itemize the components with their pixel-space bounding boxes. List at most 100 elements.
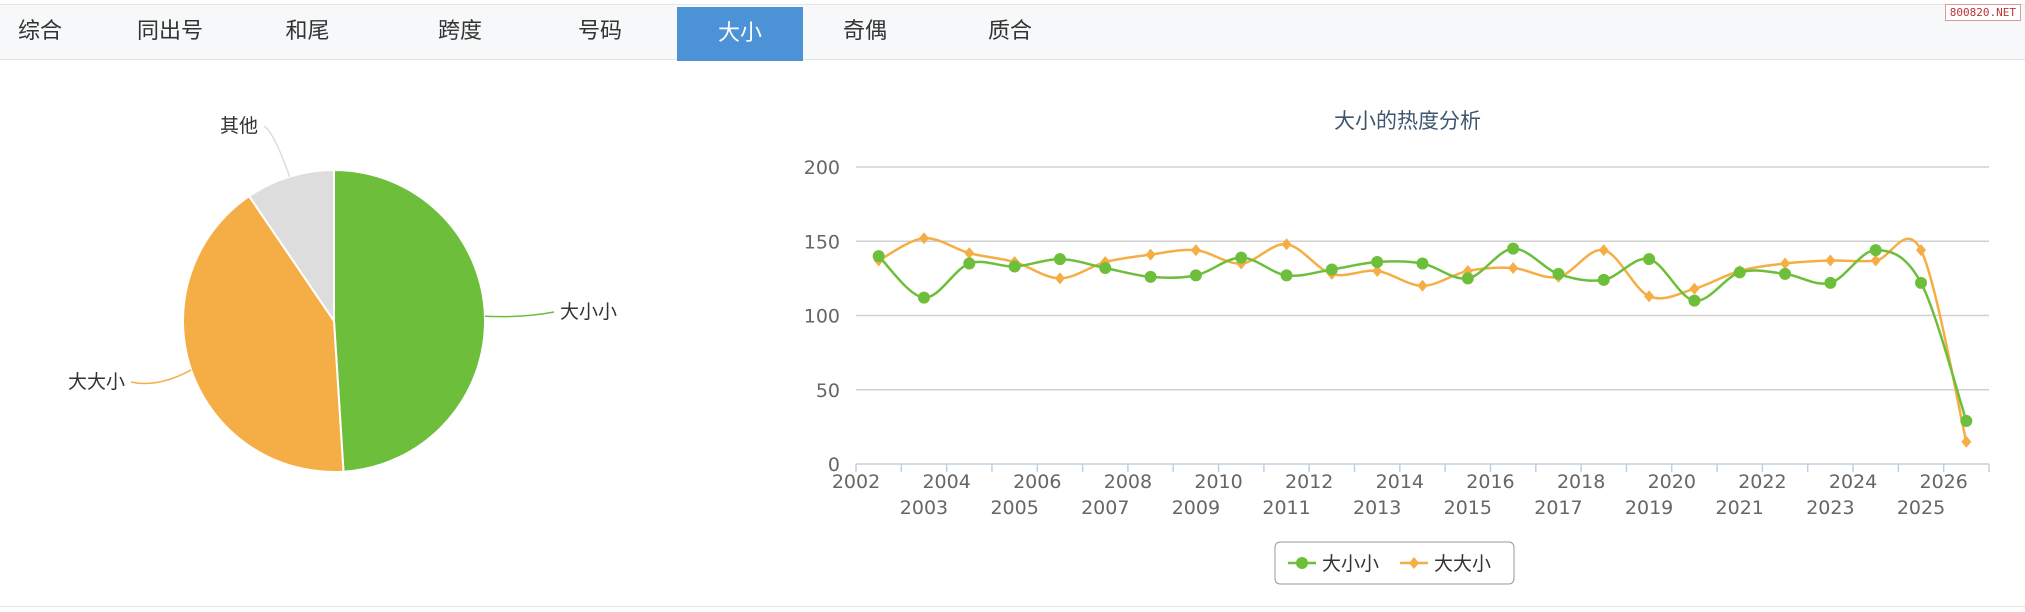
data-point[interactable]	[872, 250, 885, 263]
pie-label: 大小小	[560, 301, 617, 323]
pie-slice[interactable]	[182, 194, 345, 473]
x-tick-label: 2009	[1172, 497, 1220, 519]
x-tick-label: 2007	[1081, 497, 1129, 519]
data-point[interactable]	[1916, 244, 1927, 257]
data-point[interactable]	[1961, 435, 1972, 448]
tab-1[interactable]: 同出号	[136, 19, 203, 44]
data-point[interactable]	[1417, 279, 1428, 292]
y-tick-label: 100	[804, 306, 840, 328]
x-tick-label: 2005	[990, 497, 1038, 519]
data-point[interactable]	[1281, 238, 1292, 251]
tab-4[interactable]: 号码	[577, 19, 622, 44]
data-point[interactable]	[1869, 244, 1882, 257]
y-tick-label: 150	[804, 231, 840, 253]
x-tick-label: 2016	[1466, 471, 1514, 493]
data-point[interactable]	[917, 291, 930, 304]
data-point[interactable]	[1099, 261, 1112, 274]
legend-item[interactable]: 大大小	[1400, 553, 1491, 575]
data-point[interactable]	[1688, 294, 1701, 307]
legend: 大小小 大大小	[1274, 541, 1515, 585]
data-point[interactable]	[1235, 251, 1248, 264]
x-tick-label: 2020	[1648, 471, 1696, 493]
pie-label: 大大小	[68, 371, 125, 393]
data-point[interactable]	[1461, 272, 1474, 285]
data-point[interactable]	[1780, 257, 1791, 270]
pie-connector	[484, 311, 555, 318]
data-point[interactable]	[1870, 254, 1881, 267]
data-point[interactable]	[1371, 256, 1384, 269]
data-point[interactable]	[1416, 257, 1429, 270]
line-chart: 大小的热度分析 0 50 100 150 200 2002 2003 2004 2005 2006 2…	[804, 109, 1990, 585]
tab-0[interactable]: 综合	[17, 19, 62, 44]
data-point[interactable]	[1960, 414, 1973, 427]
x-tick-label: 2002	[832, 471, 880, 493]
x-tick-label: 2026	[1920, 471, 1968, 493]
data-point[interactable]	[1779, 267, 1792, 280]
data-point[interactable]	[1325, 263, 1338, 276]
pie-slice[interactable]	[247, 168, 335, 325]
data-point[interactable]	[1825, 254, 1836, 267]
y-tick-label: 50	[816, 380, 840, 402]
tab-5[interactable]: 大小	[677, 7, 803, 61]
data-point[interactable]	[1733, 266, 1746, 279]
data-point[interactable]	[1145, 248, 1156, 261]
x-tick-label: 2019	[1625, 497, 1673, 519]
pie-connector	[263, 125, 291, 177]
x-tick-label: 2014	[1376, 471, 1424, 493]
data-point[interactable]	[918, 232, 929, 245]
x-tick-label: 2015	[1444, 497, 1492, 519]
data-point[interactable]	[1552, 267, 1565, 280]
x-tick-label: 2017	[1534, 497, 1582, 519]
x-tick-label: 2011	[1262, 497, 1310, 519]
tab-7[interactable]: 质合	[987, 19, 1032, 44]
legend-label: 大大小	[1434, 553, 1491, 575]
data-point[interactable]	[1008, 260, 1021, 273]
watermark: 800820.NET	[1944, 4, 2021, 21]
data-point[interactable]	[964, 247, 975, 260]
divider	[0, 606, 2025, 607]
data-point[interactable]	[1643, 253, 1656, 266]
pie-slice[interactable]	[333, 168, 486, 473]
data-point[interactable]	[1280, 269, 1293, 282]
x-tick-label: 2024	[1829, 471, 1877, 493]
legend-label: 大小小	[1322, 553, 1379, 575]
x-tick-label: 2004	[922, 471, 970, 493]
data-point[interactable]	[1644, 290, 1655, 303]
tab-bar: 综合 同出号 和尾 跨度 号码 大小 奇偶 质合	[0, 4, 2025, 61]
data-point[interactable]	[1053, 253, 1066, 266]
x-tick-label: 2012	[1285, 471, 1333, 493]
tab-3[interactable]: 跨度	[437, 19, 482, 44]
x-tick-label: 2025	[1897, 497, 1945, 519]
x-tick-label: 2023	[1806, 497, 1854, 519]
data-point[interactable]	[1508, 261, 1519, 274]
data-point[interactable]	[963, 257, 976, 270]
y-tick-label: 0	[828, 454, 840, 476]
legend-marker-icon	[1409, 557, 1419, 569]
data-point[interactable]	[1507, 242, 1520, 255]
data-point[interactable]	[1054, 272, 1065, 285]
tab-6[interactable]: 奇偶	[842, 19, 887, 44]
pie-label: 其他	[220, 115, 258, 137]
data-point[interactable]	[1689, 282, 1700, 295]
data-point[interactable]	[1190, 244, 1201, 257]
x-tick-label: 2006	[1013, 471, 1061, 493]
x-tick-label: 2022	[1738, 471, 1786, 493]
x-tick-label: 2013	[1353, 497, 1401, 519]
x-tick-label: 2018	[1557, 471, 1605, 493]
data-point[interactable]	[1598, 244, 1609, 257]
tab-2[interactable]: 和尾	[285, 19, 330, 44]
legend-item[interactable]: 大小小	[1288, 553, 1379, 575]
data-point[interactable]	[1915, 276, 1928, 289]
chart-title: 大小的热度分析	[1334, 109, 1481, 133]
pie-connector	[130, 369, 192, 385]
data-point[interactable]	[1144, 270, 1157, 283]
data-point[interactable]	[1824, 276, 1837, 289]
x-tick-label: 2010	[1194, 471, 1242, 493]
data-point[interactable]	[1189, 269, 1202, 282]
data-point[interactable]	[1372, 264, 1383, 277]
x-tick-label: 2021	[1716, 497, 1764, 519]
x-tick-label: 2003	[900, 497, 948, 519]
data-point[interactable]	[1597, 273, 1610, 286]
legend-marker-icon	[1296, 557, 1308, 569]
